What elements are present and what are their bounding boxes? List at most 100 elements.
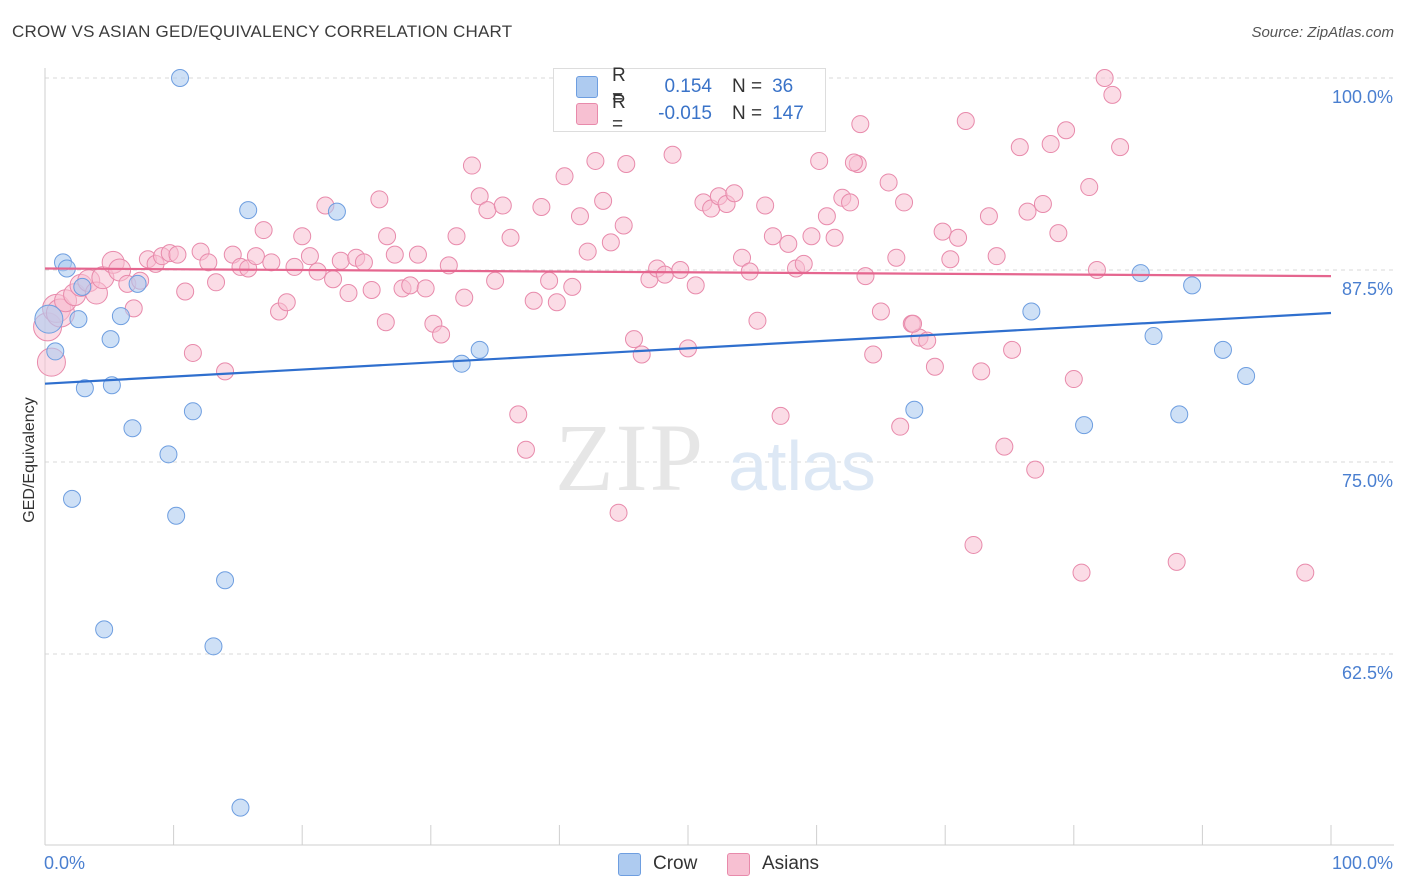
asians-point [331,251,350,270]
asians-point [378,227,397,246]
asians-point [540,271,559,290]
asians-point [671,261,690,279]
asians-point [686,276,705,295]
n-label: N = [732,103,763,124]
crow-point [231,798,250,817]
asians-point [401,276,420,295]
asians-point [740,262,759,281]
asians-point [439,256,458,275]
asians-point [779,234,798,253]
axes [44,68,1394,846]
crow-point [111,307,130,326]
asians-point [956,112,975,131]
legend-row-crow: R = 0.154 N = 36 [576,65,793,108]
asians-point [570,207,589,226]
asians-point [455,288,474,307]
asians-point [1010,138,1029,157]
y-tick-label: 100.0% [1332,87,1393,107]
y-tick-label: 75.0% [1342,471,1393,491]
asians-point [1018,202,1037,221]
crow-point [46,342,65,361]
crow-legend-swatch [618,852,641,876]
asians-point [879,173,898,192]
asians-point [941,250,960,269]
asians-point [432,325,451,344]
crow-point [204,637,223,656]
crow-point [1075,416,1094,435]
watermark-atlas: atlas [728,427,876,505]
crow-point [73,277,92,296]
watermark-zip: ZIP [555,404,705,511]
asians-point [168,245,187,264]
asians-point [887,248,906,267]
crow-point [452,354,471,373]
asians-point [586,151,605,170]
crow-point [1022,302,1041,321]
legend-row-asians: R = -0.015 N = 147 [576,92,804,135]
asians-point [207,273,226,292]
asians-point [817,207,836,226]
asians-point [501,228,520,247]
asians-point [1080,178,1099,197]
asians-swatch [576,103,598,125]
asians-point [408,245,427,264]
crow-point [171,69,190,87]
asians-point [979,207,998,226]
asians-point [509,405,528,424]
asians-point [1103,85,1122,104]
crow-point [128,274,147,293]
crow-trend-line [44,311,1332,385]
trend-lines [44,267,1332,385]
asians-point [904,314,923,333]
asians-point [614,216,633,235]
r-label: R = [612,65,626,108]
asians-point [285,257,304,276]
asians-point [1087,261,1106,279]
asians-point [856,267,875,286]
y-tick-label: 62.5% [1342,663,1393,683]
asians-point [663,145,682,164]
asians-point [987,247,1006,266]
asians-point [891,417,910,436]
asians-point [339,284,358,303]
asians-legend-label: Asians [762,853,820,874]
crow-point [123,419,142,438]
asians-point [864,345,883,364]
asians-point [1296,563,1315,582]
asians-point [810,151,829,170]
asians-point [841,193,860,212]
bottom-legend-crow: Crow [618,852,697,876]
crow-legend-label: Crow [653,853,698,874]
chart-title: CROW VS ASIAN GED/EQUIVALENCY CORRELATIO… [12,22,513,41]
asians-point [254,221,273,240]
asians-point [246,247,265,266]
crow-point [1237,366,1256,385]
asians-point [470,187,489,206]
asians-point [493,196,512,215]
asians-point [794,254,813,273]
asians-point [763,227,782,246]
asians-point [300,247,319,266]
crow-point [95,620,114,639]
x-tick-label: 0.0% [44,853,85,873]
asians-point [308,262,327,281]
asians-point [655,265,674,284]
asians-point [617,155,636,174]
asians-point [725,184,744,203]
asians-point [370,190,389,209]
asians-point [925,357,944,376]
crow-r-value: 0.154 [664,76,712,97]
stats-legend: R = 0.154 N = 36 R = -0.015 N = 147 [553,65,826,135]
asians-point [825,228,844,247]
asians-point [995,437,1014,456]
y-tick-label: 87.5% [1342,279,1393,299]
asians-point [1064,370,1083,389]
crow-point [905,400,924,419]
asians-point [262,253,281,272]
asians-r-value: -0.015 [658,103,712,124]
asians-point [277,293,296,312]
asians-point [609,503,628,522]
asians-point [555,167,574,186]
grid-lines [45,77,1394,655]
